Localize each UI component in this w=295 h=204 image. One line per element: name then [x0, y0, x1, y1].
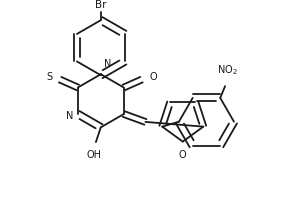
Text: O: O [149, 72, 157, 82]
Text: OH: OH [86, 150, 101, 160]
Text: NO$_2$: NO$_2$ [217, 63, 237, 77]
Text: S: S [46, 72, 52, 82]
Text: N: N [104, 59, 111, 69]
Text: O: O [179, 150, 186, 160]
Text: Br: Br [95, 0, 106, 10]
Text: N: N [65, 111, 73, 121]
